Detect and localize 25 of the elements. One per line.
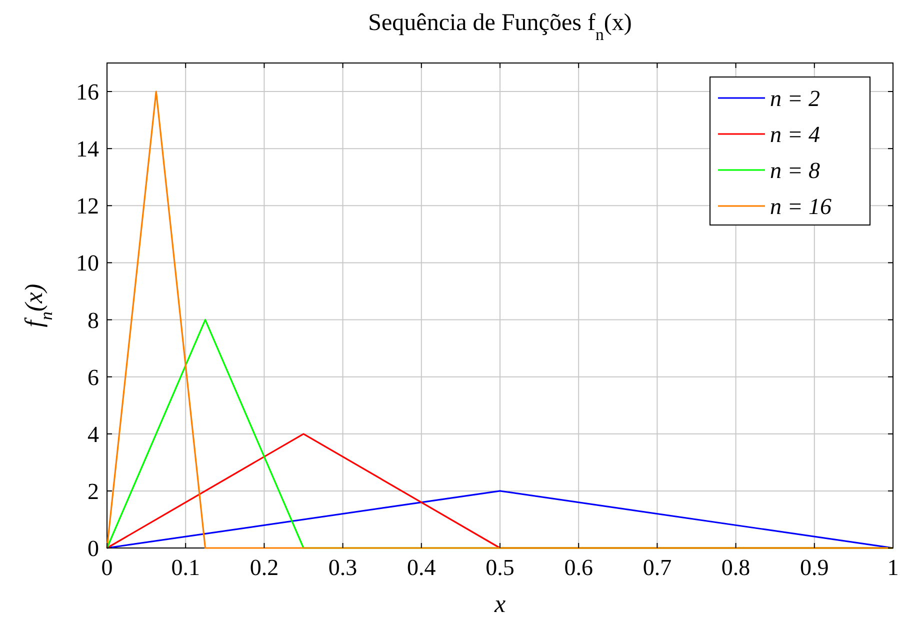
y-tick-label: 0 [88, 536, 99, 561]
legend-label: n = 16 [770, 194, 832, 219]
legend-label: n = 2 [770, 86, 820, 111]
y-tick-label: 8 [88, 308, 99, 333]
x-tick-label: 0.4 [407, 555, 436, 580]
x-tick-label: 0.2 [250, 555, 279, 580]
x-tick-label: 1 [887, 555, 899, 580]
x-tick-label: 0.8 [721, 555, 750, 580]
y-tick-label: 4 [88, 422, 100, 447]
x-tick-label: 0.5 [486, 555, 514, 580]
x-tick-label: 0.9 [800, 555, 829, 580]
y-tick-label: 12 [76, 194, 99, 219]
legend-label: n = 8 [770, 158, 821, 183]
y-tick-label: 2 [88, 478, 99, 504]
y-tick-label: 6 [88, 364, 99, 390]
x-tick-label: 0.7 [642, 555, 672, 580]
x-tick-label: 0.1 [171, 555, 200, 580]
y-tick-label: 14 [76, 136, 100, 162]
x-tick-label: 0.6 [564, 555, 593, 580]
x-tick-label: 0.3 [328, 555, 358, 580]
chart-title: Sequência de Funções f$_{n}$(x) [368, 10, 632, 44]
legend-label: n = 4 [770, 122, 820, 147]
y-tick-label: 10 [76, 250, 99, 276]
x-axis-title: x [493, 591, 506, 618]
y-tick-label: 16 [76, 80, 99, 105]
